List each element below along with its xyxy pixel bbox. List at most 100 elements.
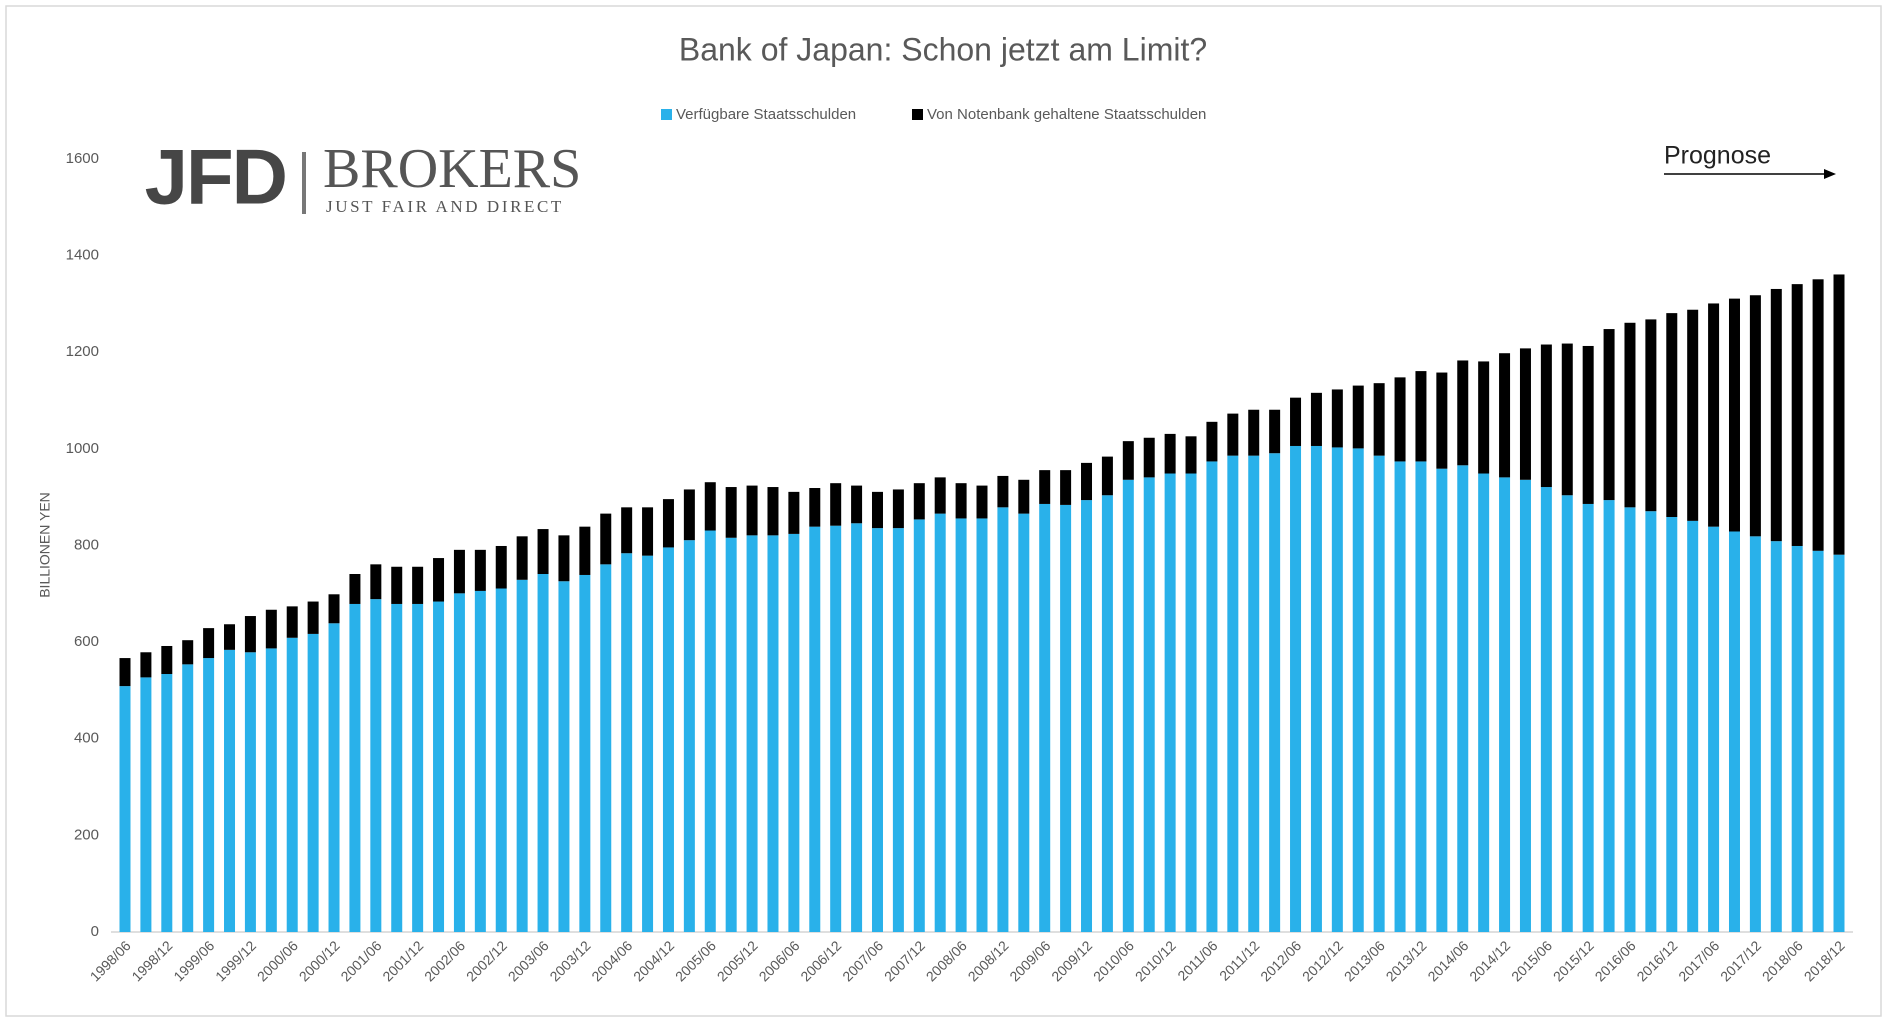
bar-segment xyxy=(1352,448,1364,932)
bar-segment xyxy=(1666,313,1678,517)
bar-segment xyxy=(725,487,737,538)
bar-segment xyxy=(1081,500,1093,932)
bar-segment xyxy=(119,658,131,687)
bar-segment xyxy=(453,593,465,932)
bar-segment xyxy=(140,652,152,678)
bar-segment xyxy=(224,624,236,650)
bar-segment xyxy=(579,574,591,932)
bar-segment xyxy=(1812,279,1824,551)
bar-segment xyxy=(203,658,215,932)
bar-segment xyxy=(1749,295,1761,537)
bar-segment xyxy=(851,485,863,524)
bar-segment xyxy=(1499,477,1511,932)
bar-segment xyxy=(830,525,842,932)
bar-segment xyxy=(140,677,152,932)
bar-segment xyxy=(1687,520,1699,932)
bar-segment xyxy=(704,482,716,531)
bar-segment xyxy=(1206,421,1218,462)
bar-segment xyxy=(1582,345,1594,504)
bar-segment xyxy=(1310,392,1322,446)
bar-segment xyxy=(203,628,215,659)
bar-segment xyxy=(558,581,570,932)
y-tick-label: 400 xyxy=(74,730,99,747)
bar-segment xyxy=(1540,344,1552,488)
bar-segment xyxy=(495,588,507,932)
bar-segment xyxy=(1791,284,1803,546)
bar-segment xyxy=(892,489,904,529)
bar-segment xyxy=(1624,507,1636,932)
bar-segment xyxy=(1436,468,1448,932)
bar-segment xyxy=(1457,360,1469,466)
bar-segment xyxy=(1018,513,1030,932)
bar-segment xyxy=(600,513,612,565)
bar-segment xyxy=(1519,479,1531,932)
bar-segment xyxy=(997,475,1009,508)
y-axis-label: BILLIONEN YEN xyxy=(37,492,53,598)
bar-segment xyxy=(683,489,695,541)
bar-segment xyxy=(1770,541,1782,932)
bar-segment xyxy=(662,499,674,548)
bar-segment xyxy=(1164,473,1176,932)
bar-segment xyxy=(1185,473,1197,932)
bar-segment xyxy=(976,518,988,932)
bar-segment xyxy=(913,519,925,932)
bar-segment xyxy=(1833,554,1845,932)
bar-segment xyxy=(767,535,779,932)
bar-segment xyxy=(1728,298,1740,532)
bar-segment xyxy=(1708,526,1720,932)
bar-segment xyxy=(725,537,737,932)
bar-segment xyxy=(809,526,821,932)
bar-segment xyxy=(1331,447,1343,932)
bar-segment xyxy=(955,483,967,519)
bar-segment xyxy=(788,491,800,534)
bar-segment xyxy=(579,526,591,575)
bar-segment xyxy=(328,594,340,624)
y-tick-label: 1400 xyxy=(66,247,99,264)
bar-segment xyxy=(161,645,173,675)
bar-segment xyxy=(307,601,319,634)
bar-segment xyxy=(871,528,883,932)
bar-segment xyxy=(1060,470,1072,505)
bar-segment xyxy=(412,603,424,932)
bar-segment xyxy=(851,523,863,932)
bar-segment xyxy=(1519,348,1531,480)
bar-segment xyxy=(662,547,674,932)
bar-segment xyxy=(516,536,528,580)
bar-segment xyxy=(1269,453,1281,932)
bar-segment xyxy=(495,545,507,589)
bar-segment xyxy=(871,491,883,529)
bar-segment xyxy=(1415,371,1427,462)
bar-segment xyxy=(391,566,403,604)
bar-segment xyxy=(412,566,424,604)
bar-segment xyxy=(1122,441,1134,480)
bar-segment xyxy=(1812,550,1824,932)
bar-segment xyxy=(1770,288,1782,542)
bar-segment xyxy=(642,507,654,556)
bar-segment xyxy=(244,616,256,653)
bar-segment xyxy=(244,652,256,932)
y-tick-label: 1600 xyxy=(66,150,99,167)
bar-segment xyxy=(1206,461,1218,932)
bar-segment xyxy=(976,485,988,519)
bar-segment xyxy=(1290,397,1302,446)
bar-segment xyxy=(1666,516,1678,932)
bar-segment xyxy=(1352,385,1364,449)
bar-segment xyxy=(1436,372,1448,469)
bar-segment xyxy=(1603,500,1615,932)
bar-segment xyxy=(955,518,967,932)
bar-segment xyxy=(997,507,1009,932)
bar-segment xyxy=(537,574,549,932)
bar-segment xyxy=(307,633,319,932)
bar-segment xyxy=(1227,455,1239,932)
bar-segment xyxy=(1478,361,1490,474)
bar-segment xyxy=(349,574,361,604)
bar-segment xyxy=(1582,503,1594,932)
bar-segment xyxy=(704,530,716,932)
bar-segment xyxy=(1749,536,1761,932)
annotation: Prognose xyxy=(1664,142,1771,170)
bar-segment xyxy=(1039,470,1051,504)
bar-segment xyxy=(892,528,904,932)
logo-tagline: JUST FAIR AND DIRECT xyxy=(326,197,564,216)
bar-segment xyxy=(1833,274,1845,555)
